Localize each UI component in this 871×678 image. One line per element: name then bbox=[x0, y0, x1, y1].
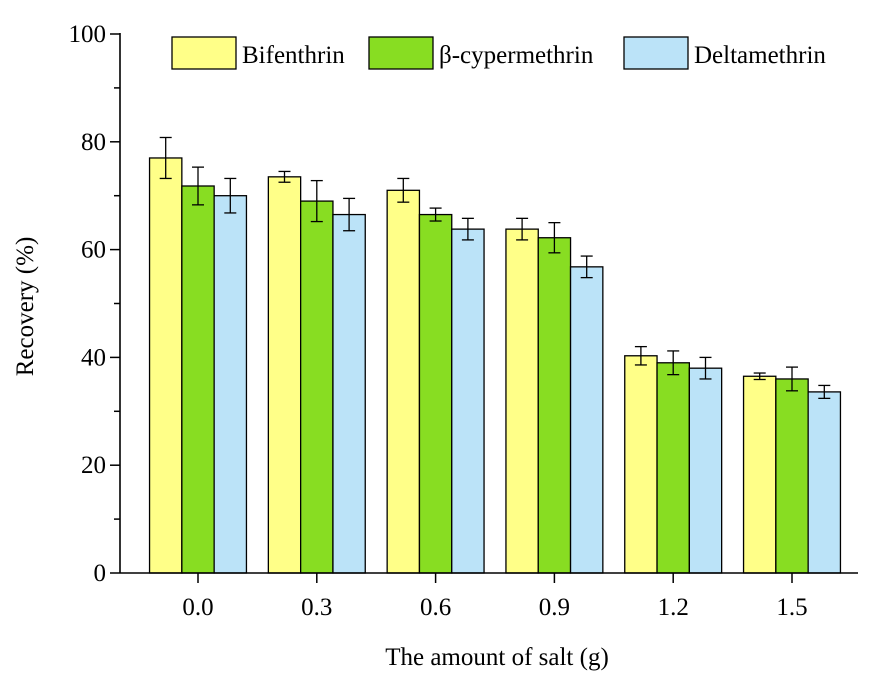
error-bar--cypermethrin-0.9 bbox=[548, 221, 561, 254]
legend-item-deltamethrin: Deltamethrin bbox=[623, 36, 826, 70]
error-bar--cypermethrin-0.6 bbox=[429, 207, 442, 222]
legend-label: β-cypermethrin bbox=[439, 42, 594, 69]
error-bar-deltamethrin-0.6 bbox=[461, 217, 474, 241]
error-bar--cypermethrin-0.0 bbox=[192, 166, 204, 206]
error-bar-deltamethrin-1.2 bbox=[699, 356, 712, 380]
bar-deltamethrin-1.2 bbox=[688, 367, 723, 574]
bar--cypermethrin-0.9 bbox=[537, 237, 572, 574]
x-tick-label: 0.3 bbox=[301, 594, 332, 621]
error-bar-deltamethrin-0.0 bbox=[224, 177, 237, 214]
legend-label: Deltamethrin bbox=[694, 42, 826, 69]
bar--cypermethrin-0.6 bbox=[418, 213, 453, 574]
bars-layer bbox=[148, 157, 842, 574]
error-bars-layer bbox=[159, 136, 831, 400]
x-tick-label: 0.9 bbox=[539, 594, 570, 621]
legend-item-bifenthrin: Bifenthrin bbox=[171, 36, 345, 70]
x-ticks: 0.0 0.3 0.6 0.9 1.2 1.5 bbox=[182, 573, 808, 621]
error-bar-bifenthrin-1.5 bbox=[753, 372, 766, 381]
bar--cypermethrin-0.0 bbox=[181, 185, 215, 574]
bar-bifenthrin-0.9 bbox=[505, 228, 539, 574]
x-axis-title: The amount of salt (g) bbox=[385, 644, 609, 671]
x-tick-label: 0.6 bbox=[420, 594, 451, 621]
bar-deltamethrin-0.6 bbox=[451, 228, 485, 574]
y-tick-label: 0 bbox=[94, 560, 107, 587]
bar--cypermethrin-0.3 bbox=[299, 200, 334, 574]
error-bar-bifenthrin-0.6 bbox=[397, 177, 410, 203]
y-ticks: 0 20 40 60 80 100 bbox=[69, 21, 120, 587]
error-bar-bifenthrin-0.3 bbox=[278, 170, 291, 183]
x-tick-label: 1.5 bbox=[776, 594, 807, 621]
bar-deltamethrin-0.9 bbox=[569, 266, 604, 574]
error-bar-bifenthrin-0.9 bbox=[516, 217, 529, 241]
y-tick-label: 20 bbox=[81, 452, 106, 479]
error-bar--cypermethrin-0.3 bbox=[310, 179, 323, 223]
legend: Bifenthrin β-cypermethrin Deltamethrin bbox=[171, 36, 826, 70]
error-bar-bifenthrin-1.2 bbox=[634, 345, 647, 366]
y-tick-label: 60 bbox=[81, 237, 106, 264]
y-tick-label: 40 bbox=[81, 344, 106, 371]
bar-deltamethrin-0.3 bbox=[332, 213, 366, 574]
y-tick-label: 100 bbox=[69, 21, 107, 48]
error-bar-deltamethrin-1.5 bbox=[818, 384, 831, 400]
bar-deltamethrin-1.5 bbox=[807, 391, 842, 574]
x-tick-label: 0.0 bbox=[182, 594, 213, 621]
x-tick-label: 1.2 bbox=[658, 594, 689, 621]
bar-bifenthrin-1.2 bbox=[624, 355, 658, 574]
y-tick-label: 80 bbox=[81, 129, 106, 156]
bar-bifenthrin-0.6 bbox=[386, 189, 421, 574]
bar--cypermethrin-1.2 bbox=[656, 362, 690, 574]
error-bar-deltamethrin-0.3 bbox=[343, 197, 356, 232]
legend-swatch bbox=[623, 36, 689, 70]
legend-label: Bifenthrin bbox=[242, 42, 345, 69]
error-bar--cypermethrin-1.2 bbox=[667, 350, 680, 376]
bar-bifenthrin-0.0 bbox=[148, 157, 183, 574]
legend-swatch bbox=[368, 36, 434, 70]
bar--cypermethrin-1.5 bbox=[775, 378, 809, 574]
legend-swatch bbox=[171, 36, 237, 70]
error-bar-deltamethrin-0.9 bbox=[580, 255, 593, 279]
error-bar-bifenthrin-0.0 bbox=[159, 136, 172, 180]
bar-bifenthrin-0.3 bbox=[267, 176, 302, 574]
legend-item--cypermethrin: β-cypermethrin bbox=[368, 36, 594, 70]
error-bar--cypermethrin-1.5 bbox=[786, 366, 798, 392]
bar-deltamethrin-0.0 bbox=[213, 195, 248, 574]
y-axis-title: Recovery (%) bbox=[12, 237, 39, 377]
bar-bifenthrin-1.5 bbox=[742, 375, 777, 574]
